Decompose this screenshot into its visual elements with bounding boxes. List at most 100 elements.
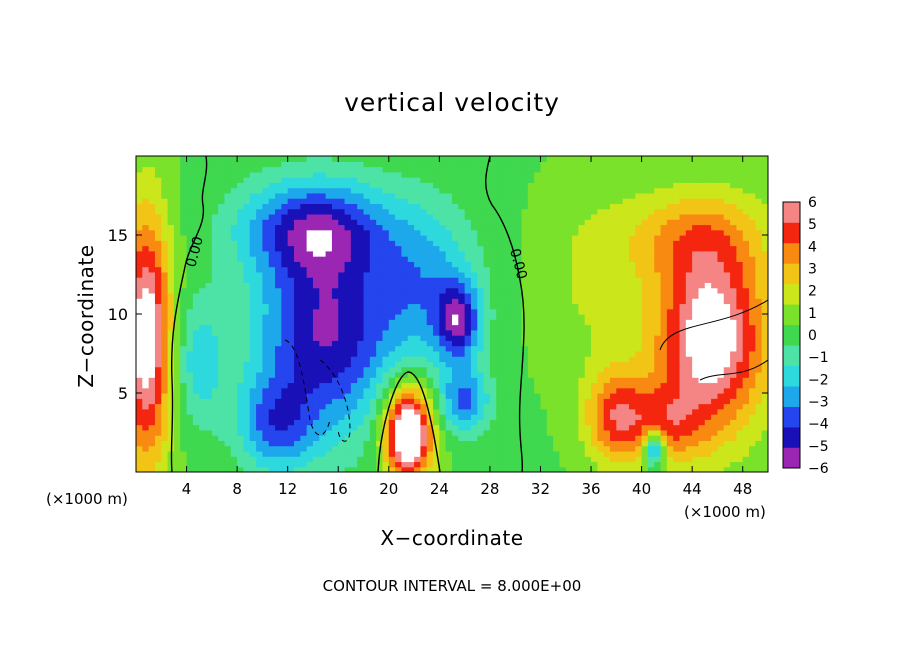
field-cell	[553, 240, 561, 247]
field-cell	[338, 198, 346, 204]
field-cell	[527, 261, 535, 268]
field-cell	[382, 429, 390, 436]
field-cell	[572, 277, 579, 283]
field-cell	[534, 324, 542, 331]
field-cell	[521, 387, 529, 394]
field-cell	[565, 429, 573, 436]
field-cell	[325, 314, 333, 320]
field-cell	[363, 435, 371, 441]
field-cell	[199, 440, 207, 447]
field-cell	[350, 403, 358, 410]
field-cell	[142, 292, 150, 299]
field-cell	[534, 182, 542, 189]
field-cell	[483, 466, 491, 472]
field-cell	[647, 208, 655, 215]
field-cell	[199, 277, 207, 283]
field-cell	[622, 287, 630, 294]
field-cell	[407, 235, 415, 241]
field-cell	[287, 292, 295, 299]
field-cell	[515, 261, 523, 268]
field-cell	[603, 461, 611, 468]
field-cell	[300, 429, 308, 436]
field-cell	[218, 245, 226, 252]
field-cell	[489, 256, 497, 262]
field-cell	[312, 208, 320, 215]
field-cell	[591, 377, 598, 384]
field-cell	[136, 429, 143, 436]
field-cell	[376, 245, 384, 252]
field-cell	[515, 235, 523, 241]
field-cell	[521, 192, 529, 199]
field-cell	[559, 403, 567, 410]
field-cell	[369, 192, 377, 199]
field-cell	[319, 393, 327, 399]
field-cell	[363, 271, 371, 278]
field-cell	[325, 361, 333, 368]
field-cell	[249, 292, 257, 299]
field-cell	[433, 456, 440, 463]
field-cell	[369, 198, 377, 204]
field-cell	[433, 229, 440, 236]
field-cell	[445, 382, 453, 389]
field-cell	[584, 171, 592, 178]
field-cell	[136, 292, 143, 299]
field-cell	[306, 361, 314, 368]
field-cell	[458, 308, 466, 315]
field-cell	[376, 419, 384, 426]
field-cell	[452, 219, 459, 226]
field-cell	[275, 356, 282, 362]
field-cell	[344, 456, 352, 463]
field-cell	[401, 235, 409, 241]
field-cell	[464, 156, 472, 162]
field-cell	[300, 182, 308, 189]
field-cell	[553, 198, 561, 204]
field-cell	[369, 314, 377, 320]
field-cell	[148, 350, 156, 357]
field-cell	[584, 219, 592, 226]
field-cell	[641, 292, 649, 299]
field-cell	[167, 245, 175, 252]
field-cell	[546, 429, 554, 436]
field-cell	[470, 240, 478, 247]
field-cell	[363, 240, 371, 247]
field-cell	[452, 245, 459, 252]
field-cell	[167, 271, 175, 278]
field-cell	[363, 171, 371, 178]
field-cell	[249, 224, 257, 231]
field-cell	[167, 387, 175, 394]
field-cell	[300, 456, 308, 463]
field-cell	[477, 377, 485, 384]
field-cell	[167, 408, 175, 415]
field-cell	[338, 171, 346, 178]
field-cell	[521, 345, 529, 352]
field-cell	[496, 414, 504, 420]
field-cell	[452, 340, 459, 347]
field-cell	[395, 456, 403, 463]
field-cell	[154, 319, 162, 326]
field-cell	[300, 177, 308, 183]
field-cell	[319, 240, 327, 247]
field-cell	[433, 256, 440, 262]
field-cell	[521, 393, 529, 399]
field-cell	[237, 261, 245, 268]
field-cell	[464, 271, 472, 278]
field-cell	[205, 282, 213, 289]
field-cell	[344, 324, 352, 331]
field-cell	[527, 424, 535, 431]
field-cell	[515, 245, 523, 252]
field-cell	[521, 171, 529, 178]
field-cell	[173, 308, 181, 315]
field-cell	[275, 250, 282, 257]
field-cell	[142, 235, 150, 241]
field-cell	[508, 445, 516, 452]
field-cell	[635, 213, 643, 220]
field-cell	[616, 387, 624, 394]
field-cell	[350, 213, 358, 220]
field-cell	[275, 435, 282, 441]
field-cell	[211, 271, 219, 278]
field-cell	[388, 419, 396, 426]
field-cell	[603, 314, 611, 320]
field-cell	[483, 314, 491, 320]
field-cell	[572, 271, 579, 278]
field-cell	[382, 340, 390, 347]
